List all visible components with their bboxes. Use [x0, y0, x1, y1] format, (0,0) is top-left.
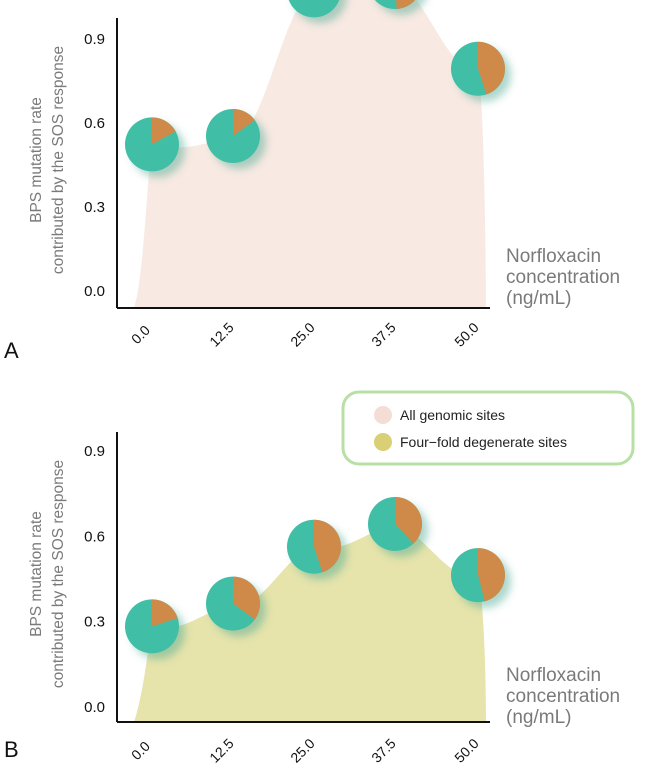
- x-axis-label-a-line3: (ng/mL): [506, 288, 571, 309]
- x-axis-label-b-line1: Norfloxacin: [506, 665, 601, 686]
- panel-b: 0.0 0.3 0.6 0.9 0.0 12.5 25.0 37.5 50.0 BPS mut…: [4, 432, 620, 765]
- panel-a: 0.0 0.3 0.6 0.9 0.0 12.5 25.0 37.5 50.0 BPS mut…: [4, 0, 620, 363]
- panel-label-b: B: [4, 737, 19, 762]
- y-axis-label-a-line2: contributed by the SOS response: [50, 46, 67, 274]
- y-ticks-a: 0.0 0.3 0.6 0.9: [84, 31, 105, 300]
- y-ticks-b: 0.0 0.3 0.6 0.9: [84, 443, 105, 716]
- legend-marker-all-genomic-sites: [374, 406, 392, 424]
- x-axis-label-a-line2: concentration: [506, 267, 620, 288]
- y-tick-label: 0.3: [84, 199, 105, 216]
- pie-marker: [125, 599, 179, 654]
- pie-orange-slice: [233, 109, 255, 136]
- pies-b: [125, 496, 505, 654]
- x-ticks-b: 0.0 12.5 25.0 37.5 50.0: [128, 735, 482, 765]
- pie-marker: [288, 0, 340, 18]
- y-tick-label: 0.0: [84, 283, 105, 300]
- pie-orange-slice: [152, 117, 176, 145]
- y-axis-label-a-line1: BPS mutation rate: [28, 97, 45, 223]
- x-tick-label: 50.0: [451, 319, 482, 350]
- legend-box: [341, 390, 635, 466]
- pie-orange-slice: [395, 496, 422, 544]
- x-axis-label-b-line3: (ng/mL): [506, 707, 571, 728]
- pie-marker: [287, 519, 342, 574]
- area-four-fold-degenerate-sites: [134, 523, 486, 722]
- pie-orange-slice: [314, 519, 342, 573]
- area-all-genomic-sites: [134, 0, 486, 308]
- x-tick-label: 12.5: [206, 735, 237, 765]
- pie-orange-slice: [152, 599, 178, 627]
- pie-marker: [451, 41, 505, 96]
- y-tick-label: 0.9: [84, 31, 105, 48]
- pie-base-slice: [288, 0, 340, 18]
- pie-marker: [451, 548, 505, 603]
- x-axis-label-a-line1: Norfloxacin: [506, 246, 601, 267]
- pies-a: [125, 0, 505, 172]
- x-ticks-a: 0.0 12.5 25.0 37.5 50.0: [128, 319, 482, 350]
- pie-marker: [206, 576, 261, 631]
- y-axis-label-b-line2: contributed by the SOS response: [50, 460, 67, 688]
- pie-marker: [374, 0, 416, 9]
- legend: All genomic sites Four−fold degenerate s…: [341, 390, 635, 466]
- y-tick-label: 0.6: [84, 115, 105, 132]
- x-tick-label: 25.0: [287, 735, 318, 765]
- pie-marker: [206, 109, 260, 163]
- y-tick-label: 0.6: [84, 528, 105, 545]
- legend-marker-four-fold-sites: [374, 433, 392, 451]
- x-tick-label: 50.0: [451, 735, 482, 765]
- pie-orange-slice: [478, 548, 505, 602]
- x-tick-label: 0.0: [128, 322, 153, 347]
- x-tick-label: 37.5: [368, 319, 399, 350]
- y-axis-label-b-line1: BPS mutation rate: [28, 511, 45, 637]
- pie-orange-slice: [233, 576, 261, 620]
- legend-label-all-genomic-sites: All genomic sites: [400, 407, 505, 423]
- pie-marker: [368, 496, 422, 551]
- x-tick-label: 0.0: [128, 738, 153, 763]
- pie-marker: [125, 117, 179, 172]
- x-tick-label: 12.5: [206, 319, 237, 350]
- pie-orange-slice: [396, 0, 416, 9]
- legend-label-four-fold-sites: Four−fold degenerate sites: [400, 434, 567, 450]
- x-tick-label: 37.5: [368, 735, 399, 765]
- x-axis-label-b-line2: concentration: [506, 686, 620, 707]
- y-tick-label: 0.0: [84, 699, 105, 716]
- y-tick-label: 0.3: [84, 614, 105, 631]
- y-tick-label: 0.9: [84, 443, 105, 460]
- pie-orange-slice: [478, 41, 505, 95]
- x-tick-label: 25.0: [287, 319, 318, 350]
- panel-label-a: A: [4, 338, 19, 363]
